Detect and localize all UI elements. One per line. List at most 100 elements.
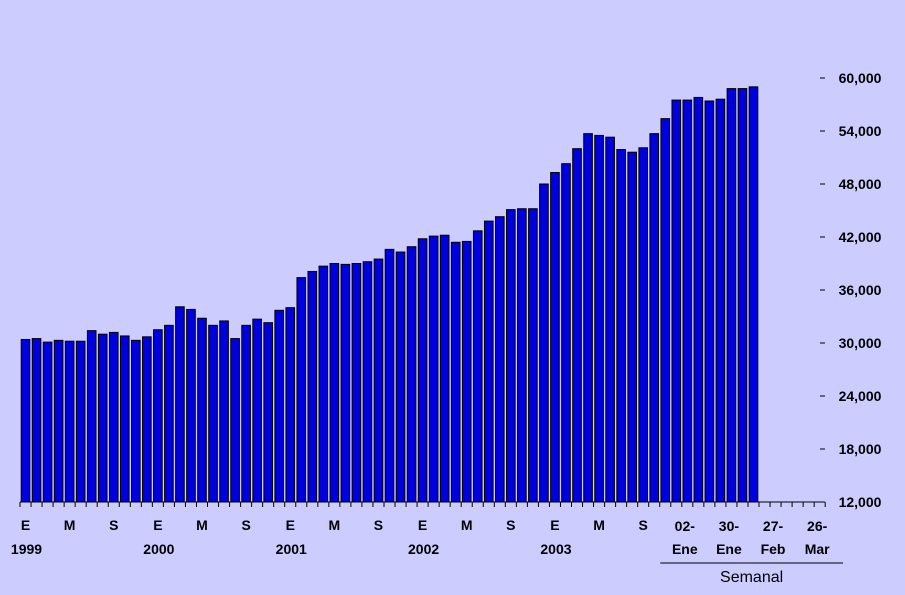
- bar: [318, 265, 329, 503]
- bar: [561, 163, 571, 503]
- bar: [97, 333, 108, 503]
- bar: [384, 248, 395, 503]
- bar: [439, 234, 450, 503]
- x-tick-label: S: [374, 517, 383, 533]
- bar: [285, 307, 296, 503]
- bar: [241, 324, 251, 503]
- week-label: Ene: [672, 541, 698, 557]
- year-label: 2003: [540, 541, 571, 557]
- bar: [175, 306, 185, 503]
- bar: [252, 318, 262, 503]
- bar: [362, 261, 373, 503]
- bar: [605, 136, 615, 503]
- bar: [528, 208, 538, 503]
- x-tick-label: E: [550, 517, 559, 533]
- weekly-group-label: Semanal: [720, 569, 783, 586]
- y-tick-label: 30,000: [839, 335, 882, 351]
- bar: [373, 258, 384, 503]
- year-label: 2002: [408, 541, 439, 557]
- bar: [450, 241, 461, 503]
- bar: [428, 235, 439, 503]
- bar: [517, 208, 527, 503]
- x-tick-label: S: [241, 517, 250, 533]
- bar: [594, 134, 604, 503]
- year-label: 1999: [11, 541, 42, 557]
- bar: [550, 172, 560, 503]
- x-tick-label: S: [639, 517, 648, 533]
- bar: [417, 238, 428, 503]
- bar: [737, 88, 748, 503]
- bar: [131, 339, 141, 503]
- x-tick-label: E: [418, 517, 427, 533]
- y-tick-label: 60,000: [839, 70, 882, 86]
- bar: [726, 88, 737, 503]
- week-label: Feb: [761, 541, 786, 557]
- bar: [20, 338, 31, 503]
- week-label: 02-: [675, 518, 696, 534]
- week-label: 30-: [719, 518, 740, 534]
- bar: [748, 86, 759, 503]
- x-tick-label: S: [506, 517, 515, 533]
- week-label: Mar: [805, 541, 830, 557]
- y-tick-label: 24,000: [839, 388, 882, 404]
- bar: [715, 98, 726, 503]
- bar: [219, 320, 229, 503]
- bar: [340, 263, 351, 503]
- bar: [472, 230, 483, 503]
- bar: [638, 147, 649, 503]
- bar: [494, 216, 505, 503]
- bar: [208, 324, 218, 503]
- x-tick-label: S: [109, 517, 118, 533]
- bar: [704, 100, 715, 503]
- bar: [693, 96, 704, 503]
- bar: [395, 251, 406, 503]
- week-label: Ene: [716, 541, 742, 557]
- y-tick-label: 48,000: [839, 176, 882, 192]
- bar: [86, 330, 97, 503]
- x-tick-label: E: [21, 517, 30, 533]
- bar: [108, 331, 119, 503]
- bar: [164, 324, 174, 503]
- year-label: 2000: [143, 541, 174, 557]
- bar: [75, 340, 86, 503]
- bar: [42, 341, 53, 503]
- bar: [660, 118, 671, 503]
- y-tick-label: 36,000: [839, 282, 882, 298]
- bar: [307, 270, 318, 503]
- y-tick-label: 42,000: [839, 229, 882, 245]
- y-tick-label: 54,000: [839, 123, 882, 139]
- x-tick-label: E: [286, 517, 295, 533]
- bar: [506, 209, 516, 503]
- y-tick-label: 18,000: [839, 441, 882, 457]
- x-tick-label: M: [329, 517, 341, 533]
- bar: [671, 99, 682, 503]
- bar: [627, 151, 637, 503]
- week-label: 26-: [807, 518, 828, 534]
- bar: [329, 263, 340, 503]
- bar: [53, 339, 64, 503]
- bar: [230, 338, 240, 503]
- bar: [64, 340, 75, 503]
- bar: [197, 317, 207, 503]
- bar: [483, 220, 494, 503]
- bar: [263, 322, 273, 503]
- bar: [682, 99, 693, 503]
- bar: [142, 336, 152, 503]
- week-label: 27-: [763, 518, 784, 534]
- bar: [186, 308, 196, 503]
- x-tick-label: M: [196, 517, 208, 533]
- x-tick-label: E: [153, 517, 162, 533]
- year-label: 2001: [276, 541, 307, 557]
- bar: [539, 183, 549, 503]
- bar: [274, 309, 285, 503]
- bar: [296, 277, 307, 503]
- bar: [31, 338, 42, 503]
- bar: [583, 133, 593, 503]
- bar: [572, 148, 582, 503]
- bar: [119, 335, 130, 503]
- y-tick-label: 12,000: [839, 494, 882, 510]
- bar: [351, 263, 362, 503]
- bar: [406, 246, 417, 503]
